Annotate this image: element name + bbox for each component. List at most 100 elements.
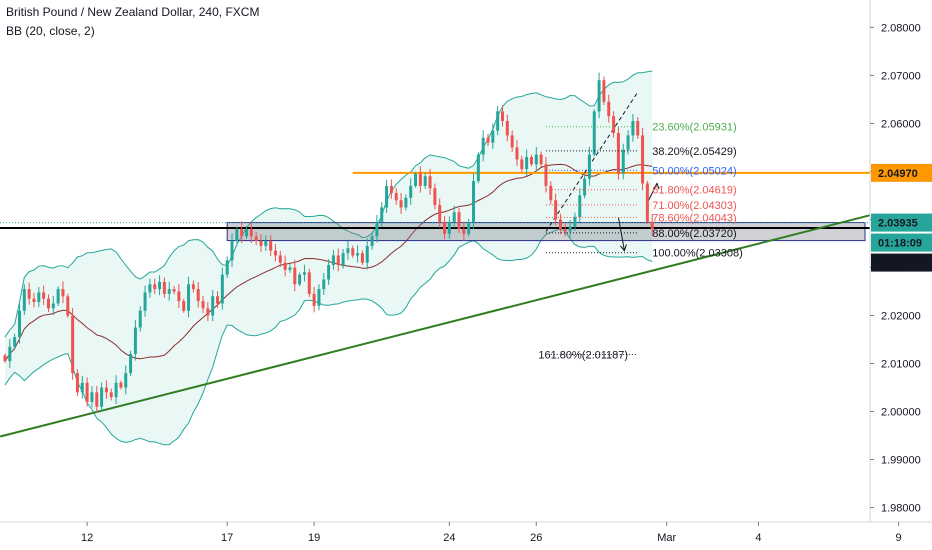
candle — [602, 76, 606, 106]
candle — [404, 194, 408, 211]
candle — [433, 183, 437, 210]
candle — [539, 151, 543, 168]
candle — [206, 302, 210, 322]
candle — [278, 250, 282, 267]
indicator-label: BB (20, close, 2) — [6, 24, 95, 38]
candle — [13, 333, 17, 350]
candle — [259, 234, 263, 252]
candle — [162, 277, 166, 298]
candle — [636, 117, 640, 139]
candle — [418, 166, 422, 193]
candle — [254, 231, 258, 245]
x-tick-label: 12 — [81, 532, 93, 544]
y-tick-label: 2.01000 — [881, 359, 921, 371]
candle — [529, 154, 533, 167]
candle — [520, 155, 524, 173]
candle — [491, 123, 495, 149]
candle — [109, 388, 113, 401]
candle — [17, 303, 21, 344]
candle — [447, 216, 451, 239]
price-label: 2.03821 — [871, 253, 932, 272]
svg-text:2.03935: 2.03935 — [878, 218, 918, 230]
candle — [283, 255, 287, 277]
chart-title: British Pound / New Zealand Dollar, 240,… — [6, 5, 260, 19]
candle — [172, 286, 176, 295]
x-tick-label: 4 — [755, 532, 761, 544]
candle — [80, 375, 84, 399]
candle — [631, 113, 635, 142]
candle — [249, 221, 253, 243]
candle — [360, 250, 364, 266]
projection-arrow-head — [620, 244, 627, 252]
candle — [317, 284, 321, 311]
candle — [133, 320, 137, 361]
fib-level-label: 78.60%(2.04043) — [652, 212, 736, 224]
y-tick-label: 2.08000 — [881, 22, 921, 34]
candle — [438, 198, 442, 228]
candle — [327, 259, 331, 285]
fib-level-label: 50.00%(2.05024) — [652, 165, 736, 177]
ascending-trendline[interactable] — [0, 194, 932, 438]
candle — [85, 377, 89, 407]
candle — [515, 140, 519, 166]
candle — [8, 339, 12, 368]
candle — [167, 281, 171, 301]
candle — [500, 105, 504, 127]
candle — [191, 280, 195, 293]
candle — [476, 152, 480, 184]
candle — [196, 281, 200, 308]
fib-level-label: 71.00%(2.04303) — [652, 200, 736, 212]
candle — [443, 215, 447, 240]
candle — [544, 156, 548, 193]
candle — [90, 386, 94, 408]
candle — [148, 278, 152, 298]
candle — [143, 285, 147, 317]
candle — [346, 240, 350, 260]
candle — [201, 295, 205, 313]
candle — [293, 259, 297, 292]
candle — [457, 207, 461, 233]
candle — [554, 193, 558, 226]
candle — [230, 233, 234, 268]
candle — [351, 245, 355, 258]
candle — [423, 172, 427, 189]
candle — [563, 223, 567, 237]
y-tick-label: 1.98000 — [881, 503, 921, 515]
candle — [273, 244, 277, 262]
candle — [462, 221, 466, 241]
x-tick-label: 24 — [443, 532, 455, 544]
candle — [452, 205, 456, 229]
bollinger-upper-band — [4, 70, 653, 338]
candle — [124, 365, 128, 395]
candle — [66, 293, 70, 318]
candle — [312, 286, 316, 313]
price-label: 2.03935 — [871, 213, 932, 232]
candle — [336, 248, 340, 272]
x-tick-label: 17 — [221, 532, 233, 544]
candle — [370, 232, 374, 250]
price-label: 2.04970 — [871, 163, 932, 182]
candle — [592, 109, 596, 157]
candle — [3, 353, 7, 363]
candle — [597, 72, 601, 119]
candle — [129, 350, 133, 376]
candle — [612, 111, 616, 138]
candle — [153, 278, 157, 295]
svg-text:2.04970: 2.04970 — [878, 168, 918, 180]
candle — [288, 264, 292, 273]
candle — [616, 126, 620, 180]
candle — [138, 306, 142, 332]
candle — [75, 369, 79, 396]
candle — [394, 188, 398, 205]
candle — [583, 175, 587, 199]
candle — [428, 168, 432, 195]
support-zone[interactable] — [226, 222, 866, 242]
candle — [46, 294, 50, 313]
candle — [549, 181, 553, 205]
x-tick-label: 26 — [530, 532, 542, 544]
candle — [621, 143, 625, 180]
fib-level-label: 38.20%(2.05429) — [652, 146, 736, 158]
candle — [380, 202, 384, 227]
candle — [225, 256, 229, 279]
